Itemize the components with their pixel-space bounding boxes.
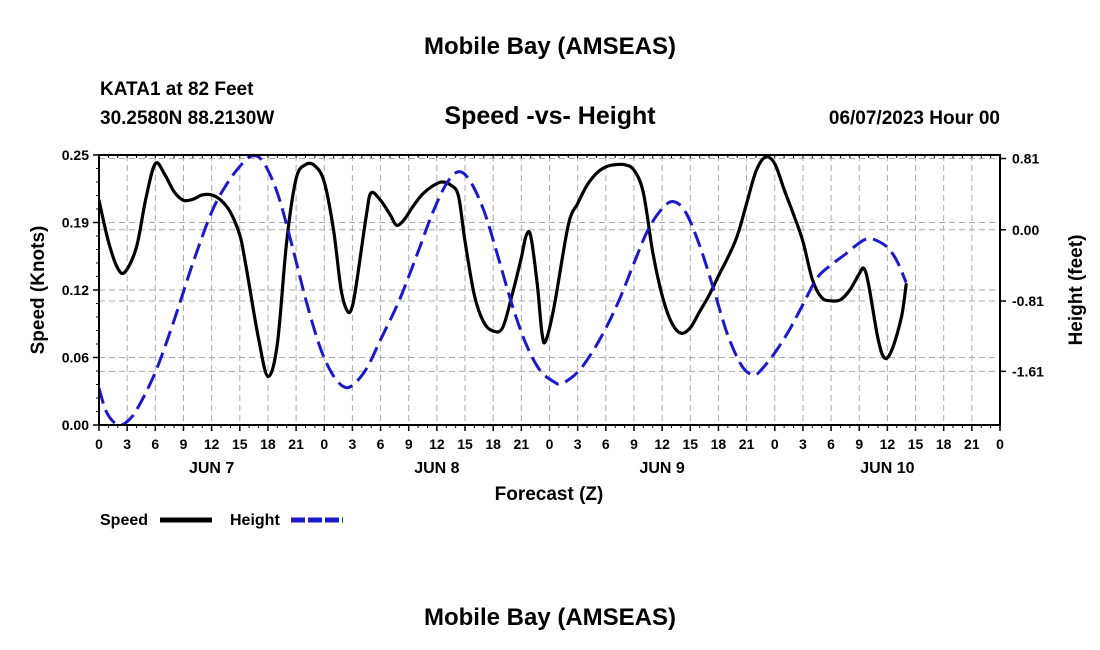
x-tick-label: 9 <box>180 436 188 452</box>
x-axis-label: Forecast (Z) <box>495 484 604 505</box>
station-label: KATA1 at 82 Feet <box>100 79 254 100</box>
x-tick-label: 18 <box>711 436 727 452</box>
x-tick-label: 6 <box>602 436 610 452</box>
x-tick-label: 21 <box>514 436 530 452</box>
x-tick-label: 15 <box>908 436 924 452</box>
station-position: 30.2580N 88.2130W <box>100 108 274 129</box>
x-tick-label: 18 <box>936 436 952 452</box>
x-tick-label: 6 <box>151 436 159 452</box>
x-tick-label: 3 <box>574 436 582 452</box>
x-tick-label: 9 <box>630 436 638 452</box>
y-left-tick-label: 0.06 <box>62 350 89 366</box>
date-label: JUN 10 <box>860 460 914 477</box>
x-tick-label: 0 <box>771 436 779 452</box>
forecast-datetime: 06/07/2023 Hour 00 <box>829 108 1000 129</box>
legend: Speed Height <box>100 512 343 529</box>
x-tick-label: 9 <box>855 436 863 452</box>
x-tick-label: 3 <box>349 436 357 452</box>
x-tick-label: 15 <box>682 436 698 452</box>
date-label: JUN 7 <box>189 460 234 477</box>
x-tick-label: 3 <box>799 436 807 452</box>
date-label: JUN 9 <box>639 460 684 477</box>
x-tick-label: 0 <box>546 436 554 452</box>
grid-layer <box>99 155 1000 425</box>
x-tick-label: 6 <box>377 436 385 452</box>
x-tick-label: 0 <box>996 436 1004 452</box>
chart-subtitle: Speed -vs- Height <box>444 102 656 130</box>
series-line-height <box>99 155 908 425</box>
y-left-tick-label: 0.19 <box>62 215 89 231</box>
labels-layer: 0 3 6 9 12 15 18 21 0 3 6 9 12 15 18 21 0 3 6 9 12 15 18 21 0 3 6 9… <box>62 147 1044 477</box>
y-right-tick-label: -0.81 <box>1012 293 1044 309</box>
x-tick-label: 12 <box>204 436 220 452</box>
legend-label-height: Height <box>230 512 280 529</box>
y-right-tick-label: 0.81 <box>1012 151 1039 167</box>
x-tick-label: 21 <box>739 436 755 452</box>
x-tick-label: 15 <box>232 436 248 452</box>
x-tick-label: 18 <box>260 436 276 452</box>
date-label: JUN 8 <box>414 460 459 477</box>
y-left-tick-label: 0.25 <box>62 147 89 163</box>
x-tick-label: 12 <box>654 436 670 452</box>
y-left-tick-label: 0.12 <box>62 282 89 298</box>
x-tick-label: 15 <box>457 436 473 452</box>
chart-title: Mobile Bay (AMSEAS) <box>424 33 676 60</box>
x-tick-label: 6 <box>827 436 835 452</box>
y-axis-right-label: Height (feet) <box>1066 235 1087 346</box>
y-right-tick-label: -1.61 <box>1012 363 1044 379</box>
x-tick-label: 9 <box>405 436 413 452</box>
series-line-speed <box>99 155 908 378</box>
x-tick-label: 12 <box>429 436 445 452</box>
y-left-tick-label: 0.00 <box>62 417 89 433</box>
series-layer <box>99 155 908 425</box>
x-tick-label: 3 <box>123 436 131 452</box>
x-tick-label: 21 <box>288 436 304 452</box>
x-tick-label: 12 <box>880 436 896 452</box>
x-tick-label: 0 <box>320 436 328 452</box>
y-axis-left-label: Speed (Knots) <box>28 226 49 355</box>
footer-title: Mobile Bay (AMSEAS) <box>424 604 676 631</box>
legend-label-speed: Speed <box>100 512 148 529</box>
x-tick-label: 0 <box>95 436 103 452</box>
y-right-tick-label: 0.00 <box>1012 222 1039 238</box>
x-tick-label: 18 <box>485 436 501 452</box>
ticks-layer <box>93 154 1006 431</box>
x-tick-label: 21 <box>964 436 980 452</box>
